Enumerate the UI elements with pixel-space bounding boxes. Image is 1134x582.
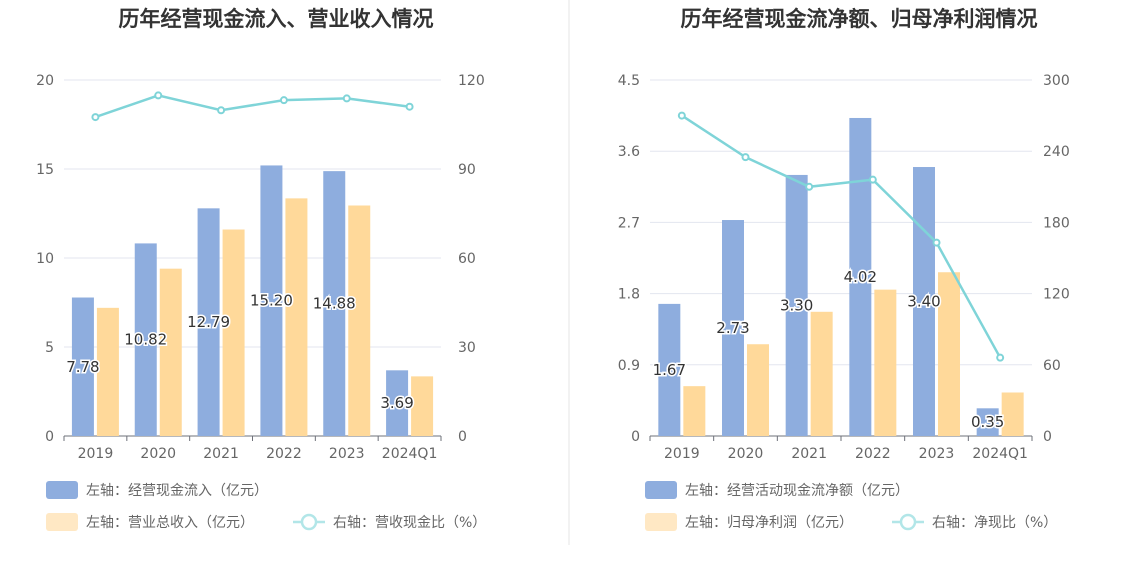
chart1-x-tick-label: 2020 (140, 446, 176, 462)
chart1-y-tick-label: 5 (45, 340, 54, 356)
chart1-line-point (405, 102, 414, 111)
chart1-y2-tick-label: 0 (458, 429, 467, 445)
chart2-y2-tick-label: 0 (1043, 429, 1052, 445)
chart1-x-tick-label: 2023 (329, 446, 365, 462)
chart1-line-series (95, 94, 410, 119)
chart1-data-label: 14.88 (313, 295, 356, 313)
chart2-y2-tick-label: 300 (1043, 73, 1070, 89)
chart1-legend-label: 左轴：经营现金流入（亿元） (86, 483, 268, 499)
chart2-bar-secondary (938, 272, 960, 436)
chart1-line-point (342, 94, 351, 103)
chart1-legend-label: 右轴：营收现金比（%） (333, 515, 486, 531)
chart2-bar-secondary (810, 311, 833, 436)
chart2-bar-secondary (874, 289, 897, 436)
chart2-y-tick-label: 0.9 (618, 358, 640, 374)
chart1-y-tick-label: 20 (36, 73, 54, 89)
chart1-y-tick-label: 15 (36, 162, 54, 178)
chart2-y2-tick-label: 120 (1043, 287, 1070, 303)
chart2-y-tick-label: 3.6 (618, 144, 640, 160)
chart2-legend-label: 左轴：经营活动现金流净额（亿元） (685, 483, 909, 499)
chart1-data-label: 3.69 (380, 394, 413, 412)
chart2-y-tick-label: 2.7 (618, 215, 640, 231)
chart2-y-tick-label: 1.8 (618, 287, 640, 303)
chart1-x-tick-label: 2021 (203, 446, 239, 462)
chart1-y-tick-label: 10 (36, 251, 54, 267)
chart2-x-tick-label: 2024Q1 (972, 446, 1028, 462)
chart2-bar-secondary (747, 344, 769, 436)
chart2-line-point (932, 238, 941, 247)
chart1-line-point (91, 113, 100, 122)
chart2-title: 历年经营现金流净额、归母净利润情况 (681, 7, 1038, 31)
chart2-legend-swatch-marker (899, 513, 917, 531)
chart2-line-point (741, 153, 750, 162)
chart2-legend-swatch-bar (645, 513, 677, 531)
chart1-y2-tick-label: 120 (458, 73, 485, 89)
chart1-y2-tick-label: 90 (458, 162, 476, 178)
chart1-bar-primary (323, 171, 346, 437)
chart2-bar-primary (849, 117, 872, 437)
chart1-data-label: 15.20 (250, 292, 293, 310)
chart1-bar-primary (71, 297, 94, 436)
chart2-data-label: 3.40 (907, 293, 940, 311)
chart2-y2-tick-label: 60 (1043, 358, 1061, 374)
chart1-legend-swatch-bar (46, 481, 78, 499)
chart2-line-point (996, 353, 1005, 362)
chart2-bar-secondary (683, 386, 706, 436)
chart2-x-tick-label: 2021 (791, 446, 827, 462)
chart2-legend-swatch-bar (645, 481, 677, 499)
chart1-bar-secondary (96, 307, 119, 436)
chart1-legend-label: 左轴：营业总收入（亿元） (86, 515, 254, 531)
chart2-x-tick-label: 2022 (855, 446, 891, 462)
chart1-bar-primary (260, 165, 283, 436)
chart1-y2-tick-label: 60 (458, 251, 476, 267)
chart2-x-tick-label: 2019 (664, 446, 700, 462)
chart2-bar-secondary (1001, 392, 1024, 436)
chart1-x-tick-label: 2019 (78, 446, 114, 462)
chart2-bar-primary (658, 303, 681, 436)
chart1-line-point (154, 91, 163, 100)
chart2-line-point (805, 182, 814, 191)
chart2-line-point (868, 175, 877, 184)
chart2-y2-tick-label: 180 (1043, 215, 1070, 231)
chart1-legend-swatch-bar (46, 513, 78, 531)
chart2-legend-label: 左轴：归母净利润（亿元） (685, 514, 853, 531)
chart1-legend-swatch-marker (300, 513, 318, 531)
chart2-legend-label: 右轴：净现比（%） (932, 515, 1057, 531)
chart2-line-point (677, 111, 686, 120)
chart1-bar-secondary (159, 268, 182, 436)
chart2-bar-primary (976, 408, 999, 436)
chart1-bar-secondary (285, 198, 308, 436)
chart1-y-tick-label: 0 (45, 429, 54, 445)
chart1-bar-secondary (222, 229, 245, 436)
chart1-line-point (279, 96, 288, 105)
chart2-x-tick-label: 2023 (919, 446, 955, 462)
chart1-x-tick-label: 2024Q1 (382, 446, 438, 462)
chart2-data-label: 0.35 (971, 413, 1004, 431)
chart2-x-tick-label: 2020 (728, 446, 764, 462)
chart1-data-label: 10.82 (124, 331, 167, 349)
chart1-bar-primary (197, 208, 220, 436)
chart1-x-tick-label: 2022 (266, 446, 302, 462)
chart2-data-label: 3.30 (780, 296, 813, 314)
chart1-data-label: 12.79 (187, 313, 230, 331)
chart2-data-label: 4.02 (844, 268, 877, 286)
chart2-line-series (681, 114, 1002, 359)
chart1-line-point (217, 106, 226, 115)
chart2-data-label: 2.73 (716, 319, 749, 337)
chart2-y-tick-label: 0 (631, 429, 640, 445)
chart2-data-label: 1.67 (653, 361, 686, 379)
chart2-y2-tick-label: 240 (1043, 144, 1070, 160)
chart2-y-tick-label: 4.5 (618, 73, 640, 89)
chart2-bar-primary (722, 220, 744, 436)
chart1-bar-secondary (348, 205, 371, 436)
chart1-y2-tick-label: 30 (458, 340, 476, 356)
chart1-data-label: 7.78 (66, 358, 99, 376)
chart1-title: 历年经营现金流入、营业收入情况 (119, 7, 434, 31)
chart2-bar-primary (785, 174, 808, 436)
chart1-bar-primary (386, 370, 409, 436)
chart1-bar-secondary (411, 376, 434, 436)
chart1-bar-primary (134, 243, 157, 436)
